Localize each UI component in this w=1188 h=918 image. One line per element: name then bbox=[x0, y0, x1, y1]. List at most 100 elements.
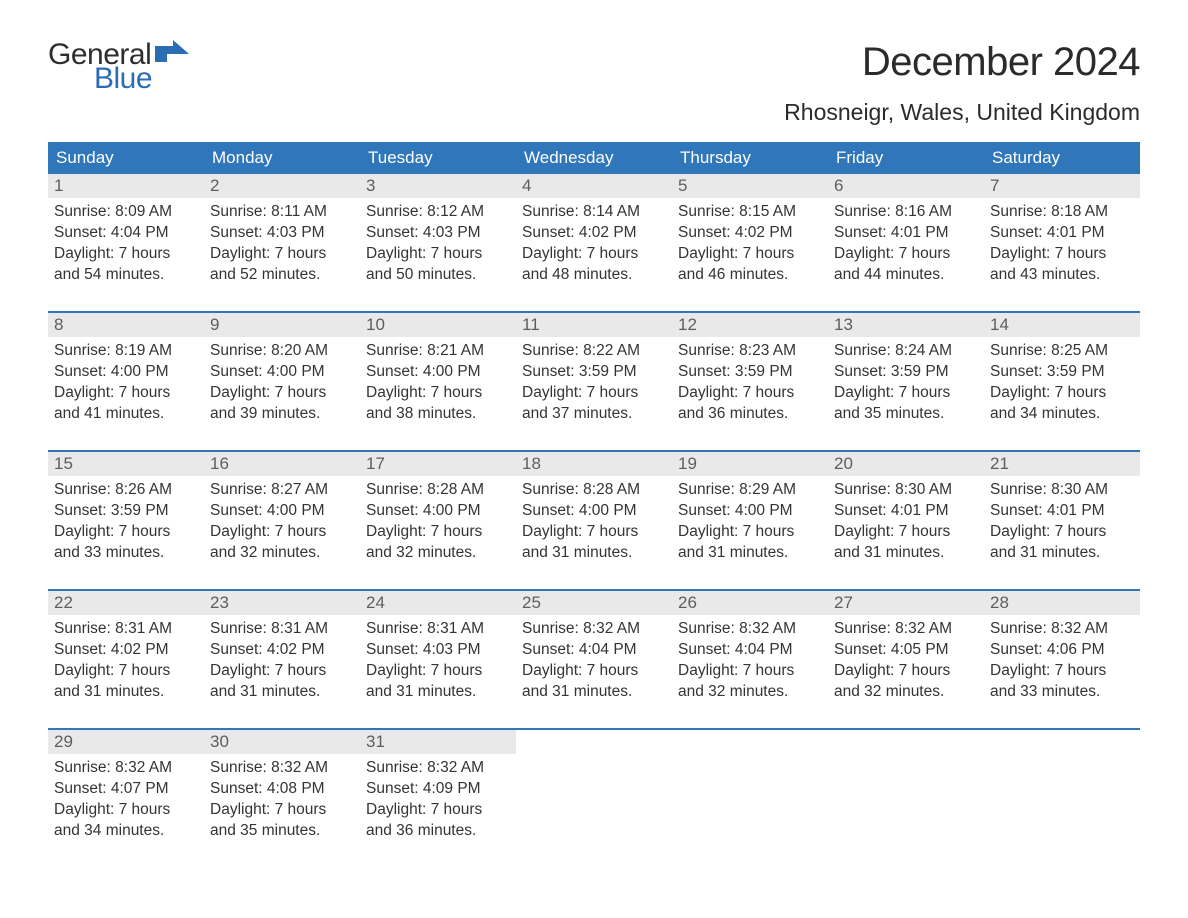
daylight-line-1: Daylight: 7 hours bbox=[990, 522, 1134, 543]
sunrise-line: Sunrise: 8:32 AM bbox=[834, 619, 978, 640]
sunrise-line: Sunrise: 8:31 AM bbox=[54, 619, 198, 640]
sunset-line: Sunset: 4:03 PM bbox=[366, 223, 510, 244]
daylight-line-2: and 31 minutes. bbox=[522, 543, 666, 564]
calendar-day: 16Sunrise: 8:27 AMSunset: 4:00 PMDayligh… bbox=[204, 452, 360, 590]
daylight-line-2: and 33 minutes. bbox=[990, 682, 1134, 703]
calendar-day: 18Sunrise: 8:28 AMSunset: 4:00 PMDayligh… bbox=[516, 452, 672, 590]
calendar-day: 21Sunrise: 8:30 AMSunset: 4:01 PMDayligh… bbox=[984, 452, 1140, 590]
daylight-line-1: Daylight: 7 hours bbox=[990, 383, 1134, 404]
daylight-line-2: and 31 minutes. bbox=[210, 682, 354, 703]
day-header: Thursday bbox=[672, 142, 828, 174]
sunrise-line: Sunrise: 8:25 AM bbox=[990, 341, 1134, 362]
calendar-day: 10Sunrise: 8:21 AMSunset: 4:00 PMDayligh… bbox=[360, 313, 516, 451]
day-header: Wednesday bbox=[516, 142, 672, 174]
daylight-line-2: and 39 minutes. bbox=[210, 404, 354, 425]
brand-word-2: Blue bbox=[48, 64, 189, 94]
daylight-line-2: and 50 minutes. bbox=[366, 265, 510, 286]
daylight-line-2: and 35 minutes. bbox=[210, 821, 354, 842]
daylight-line-2: and 41 minutes. bbox=[54, 404, 198, 425]
sunrise-line: Sunrise: 8:32 AM bbox=[990, 619, 1134, 640]
daylight-line-2: and 32 minutes. bbox=[366, 543, 510, 564]
sunrise-line: Sunrise: 8:26 AM bbox=[54, 480, 198, 501]
daylight-line-1: Daylight: 7 hours bbox=[54, 522, 198, 543]
calendar-day: 6Sunrise: 8:16 AMSunset: 4:01 PMDaylight… bbox=[828, 174, 984, 312]
daylight-line-2: and 31 minutes. bbox=[990, 543, 1134, 564]
day-details: Sunrise: 8:32 AMSunset: 4:09 PMDaylight:… bbox=[360, 754, 516, 846]
calendar-day: 31Sunrise: 8:32 AMSunset: 4:09 PMDayligh… bbox=[360, 730, 516, 868]
day-details: Sunrise: 8:27 AMSunset: 4:00 PMDaylight:… bbox=[204, 476, 360, 568]
day-details: Sunrise: 8:32 AMSunset: 4:04 PMDaylight:… bbox=[672, 615, 828, 707]
calendar-day: 8Sunrise: 8:19 AMSunset: 4:00 PMDaylight… bbox=[48, 313, 204, 451]
sunset-line: Sunset: 4:04 PM bbox=[522, 640, 666, 661]
sunset-line: Sunset: 4:03 PM bbox=[210, 223, 354, 244]
sunset-line: Sunset: 4:00 PM bbox=[366, 362, 510, 383]
daylight-line-2: and 52 minutes. bbox=[210, 265, 354, 286]
day-details: Sunrise: 8:32 AMSunset: 4:06 PMDaylight:… bbox=[984, 615, 1140, 707]
sunrise-line: Sunrise: 8:11 AM bbox=[210, 202, 354, 223]
calendar-day: 9Sunrise: 8:20 AMSunset: 4:00 PMDaylight… bbox=[204, 313, 360, 451]
daylight-line-2: and 34 minutes. bbox=[54, 821, 198, 842]
sunset-line: Sunset: 4:02 PM bbox=[522, 223, 666, 244]
day-number: 21 bbox=[984, 452, 1140, 476]
sunrise-line: Sunrise: 8:32 AM bbox=[522, 619, 666, 640]
sunrise-line: Sunrise: 8:12 AM bbox=[366, 202, 510, 223]
sunrise-line: Sunrise: 8:32 AM bbox=[678, 619, 822, 640]
calendar-day: 2Sunrise: 8:11 AMSunset: 4:03 PMDaylight… bbox=[204, 174, 360, 312]
sunrise-line: Sunrise: 8:22 AM bbox=[522, 341, 666, 362]
daylight-line-1: Daylight: 7 hours bbox=[366, 244, 510, 265]
calendar-day: 13Sunrise: 8:24 AMSunset: 3:59 PMDayligh… bbox=[828, 313, 984, 451]
sunset-line: Sunset: 3:59 PM bbox=[678, 362, 822, 383]
sunset-line: Sunset: 4:00 PM bbox=[678, 501, 822, 522]
daylight-line-1: Daylight: 7 hours bbox=[210, 522, 354, 543]
sunset-line: Sunset: 4:01 PM bbox=[834, 501, 978, 522]
day-details: Sunrise: 8:16 AMSunset: 4:01 PMDaylight:… bbox=[828, 198, 984, 290]
calendar-day: 1Sunrise: 8:09 AMSunset: 4:04 PMDaylight… bbox=[48, 174, 204, 312]
day-details: Sunrise: 8:32 AMSunset: 4:07 PMDaylight:… bbox=[48, 754, 204, 846]
daylight-line-1: Daylight: 7 hours bbox=[522, 522, 666, 543]
calendar-day: .. bbox=[984, 730, 1140, 868]
day-details: Sunrise: 8:12 AMSunset: 4:03 PMDaylight:… bbox=[360, 198, 516, 290]
sunrise-line: Sunrise: 8:23 AM bbox=[678, 341, 822, 362]
calendar-day: 20Sunrise: 8:30 AMSunset: 4:01 PMDayligh… bbox=[828, 452, 984, 590]
sunrise-line: Sunrise: 8:24 AM bbox=[834, 341, 978, 362]
calendar-day: 19Sunrise: 8:29 AMSunset: 4:00 PMDayligh… bbox=[672, 452, 828, 590]
daylight-line-1: Daylight: 7 hours bbox=[834, 522, 978, 543]
sunrise-line: Sunrise: 8:21 AM bbox=[366, 341, 510, 362]
daylight-line-1: Daylight: 7 hours bbox=[522, 661, 666, 682]
day-number: 25 bbox=[516, 591, 672, 615]
day-details: Sunrise: 8:30 AMSunset: 4:01 PMDaylight:… bbox=[984, 476, 1140, 568]
calendar-day: 7Sunrise: 8:18 AMSunset: 4:01 PMDaylight… bbox=[984, 174, 1140, 312]
daylight-line-2: and 46 minutes. bbox=[678, 265, 822, 286]
sunset-line: Sunset: 4:01 PM bbox=[990, 501, 1134, 522]
day-number: 22 bbox=[48, 591, 204, 615]
day-details: Sunrise: 8:26 AMSunset: 3:59 PMDaylight:… bbox=[48, 476, 204, 568]
day-details: Sunrise: 8:21 AMSunset: 4:00 PMDaylight:… bbox=[360, 337, 516, 429]
day-number: 8 bbox=[48, 313, 204, 337]
calendar-day: 11Sunrise: 8:22 AMSunset: 3:59 PMDayligh… bbox=[516, 313, 672, 451]
day-number: 30 bbox=[204, 730, 360, 754]
sunset-line: Sunset: 4:02 PM bbox=[678, 223, 822, 244]
calendar-day: 22Sunrise: 8:31 AMSunset: 4:02 PMDayligh… bbox=[48, 591, 204, 729]
sunset-line: Sunset: 4:03 PM bbox=[366, 640, 510, 661]
daylight-line-1: Daylight: 7 hours bbox=[990, 244, 1134, 265]
daylight-line-1: Daylight: 7 hours bbox=[54, 244, 198, 265]
day-number: 16 bbox=[204, 452, 360, 476]
calendar-week: 15Sunrise: 8:26 AMSunset: 3:59 PMDayligh… bbox=[48, 452, 1140, 590]
sunrise-line: Sunrise: 8:30 AM bbox=[990, 480, 1134, 501]
daylight-line-2: and 38 minutes. bbox=[366, 404, 510, 425]
sunset-line: Sunset: 4:00 PM bbox=[210, 501, 354, 522]
day-details: Sunrise: 8:31 AMSunset: 4:02 PMDaylight:… bbox=[48, 615, 204, 707]
day-number: 19 bbox=[672, 452, 828, 476]
day-number: 12 bbox=[672, 313, 828, 337]
day-number: 4 bbox=[516, 174, 672, 198]
day-number: 31 bbox=[360, 730, 516, 754]
sunset-line: Sunset: 4:04 PM bbox=[54, 223, 198, 244]
daylight-line-2: and 43 minutes. bbox=[990, 265, 1134, 286]
calendar-day: .. bbox=[828, 730, 984, 868]
day-details: Sunrise: 8:32 AMSunset: 4:05 PMDaylight:… bbox=[828, 615, 984, 707]
calendar-day: 5Sunrise: 8:15 AMSunset: 4:02 PMDaylight… bbox=[672, 174, 828, 312]
day-number: 26 bbox=[672, 591, 828, 615]
day-details: Sunrise: 8:23 AMSunset: 3:59 PMDaylight:… bbox=[672, 337, 828, 429]
title-block: December 2024 Rhosneigr, Wales, United K… bbox=[784, 40, 1140, 136]
daylight-line-1: Daylight: 7 hours bbox=[210, 244, 354, 265]
